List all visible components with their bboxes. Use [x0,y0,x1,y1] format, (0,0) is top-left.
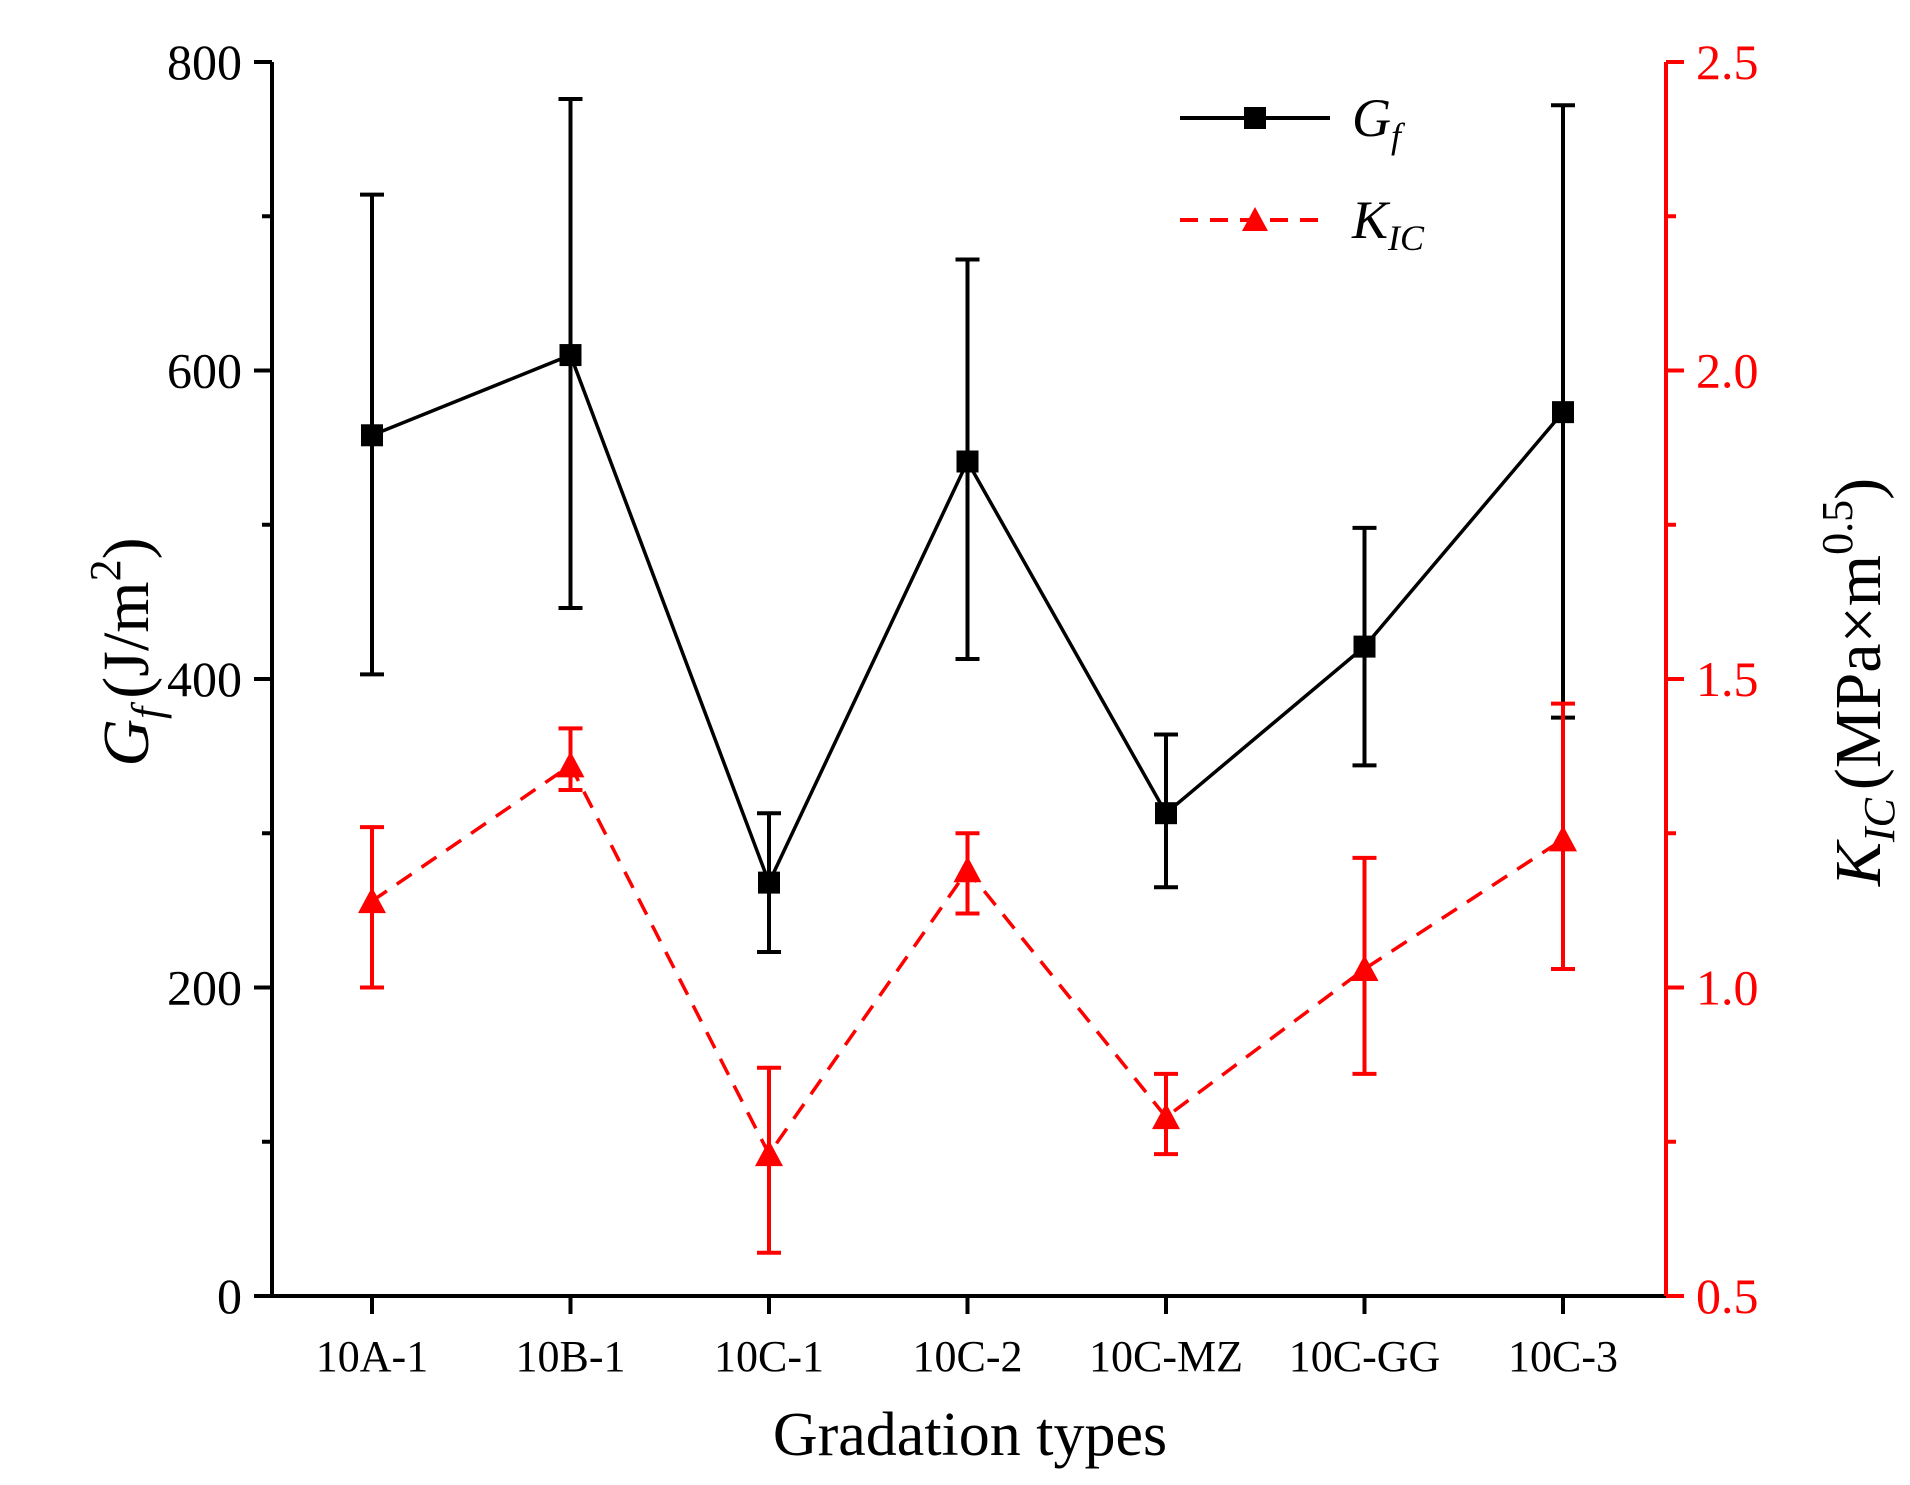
data-point [556,751,585,778]
right-axis-title-subscript: IC [1855,797,1904,843]
data-point [361,424,383,447]
left-tick-label: 600 [167,343,242,399]
left-axis-title-subscript: f [123,701,172,719]
data-point [1155,802,1177,825]
left-tick-label: 0 [217,1268,242,1324]
right-axis-title-close: ) [1822,478,1895,500]
x-tick-label: 10A-1 [316,1332,428,1381]
series-1 [358,701,1577,1255]
svg-text:Gf(J/m2): Gf (J/m2) [81,537,172,766]
legend-gf-marker [1244,107,1266,129]
left-tick-label: 400 [167,651,242,707]
x-tick-label: 10C-MZ [1089,1332,1243,1381]
legend-kic-marker [1242,207,1268,231]
series-0 [360,97,1575,955]
data-point [953,856,982,883]
right-axis-title-unit: (MPa×m [1822,555,1895,790]
data-point [559,344,582,367]
axes-layer [270,62,1668,1298]
ticks-layer: 0 200 400 600 800 0.5 1.0 1.5 2.0 2.5 10A-1 10B-1 10… [167,34,1759,1381]
right-tick-label: 1.0 [1696,960,1759,1016]
legend-gf-label: Gf [1352,88,1406,156]
right-tick-label: 0.5 [1696,1268,1759,1324]
left-axis-title: Gf (J/m2) [81,537,172,766]
right-tick-label: 1.5 [1696,651,1759,707]
right-tick-label: 2.0 [1696,343,1759,399]
x-tick-label: 10C-2 [913,1332,1023,1381]
svg-text:KIC(MPa×m0.5): KIC (MPa×m0.5) [1813,478,1904,887]
data-point [1552,401,1574,424]
right-axis-title-symbol: K [1822,839,1895,887]
x-axis-title: Gradation types [773,1401,1167,1469]
data-point [358,887,386,914]
legend: Gf KIC [1180,88,1425,258]
left-axis-title-superscript: 2 [81,559,130,581]
right-axis-title-superscript: 0.5 [1813,500,1862,555]
x-tick-label: 10C-3 [1508,1332,1618,1381]
data-point [755,1140,783,1167]
right-axis-title: KIC (MPa×m0.5) [1813,478,1904,887]
left-tick-label: 800 [167,34,242,90]
series-line [371,762,1564,1158]
data-point [1353,635,1376,658]
x-tick-label: 10C-GG [1289,1332,1441,1381]
data-point [1549,825,1577,852]
right-tick-label: 2.5 [1696,34,1759,90]
x-tick-label: 10B-1 [516,1332,626,1381]
left-tick-label: 200 [167,960,242,1016]
data-point [1152,1103,1180,1130]
left-axis-title-close: ) [90,537,163,559]
data-point [956,450,979,473]
x-tick-label: 10C-1 [714,1332,824,1381]
legend-kic-label: KIC [1351,190,1425,258]
data-point [758,871,780,894]
left-axis-title-unit: (J/m [90,581,163,698]
series-layer [358,97,1577,1255]
left-axis-title-symbol: G [90,719,163,767]
data-point [1350,954,1379,981]
